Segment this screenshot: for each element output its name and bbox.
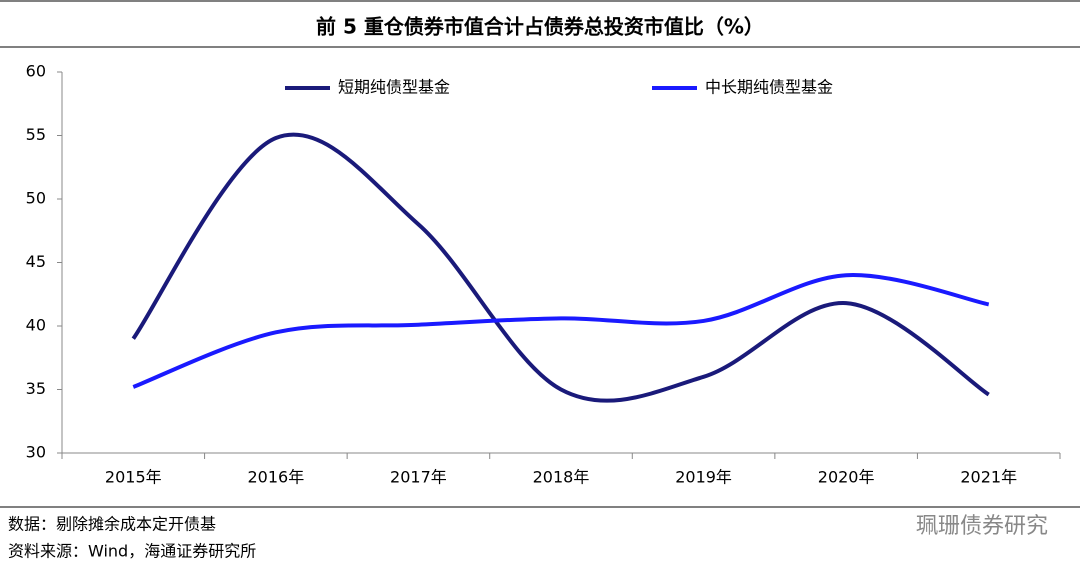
x-tick-label: 2019年 bbox=[675, 468, 732, 487]
y-tick-label: 45 bbox=[26, 252, 46, 271]
x-tick-label: 2020年 bbox=[818, 468, 875, 487]
source: 资料来源：Wind，海通证券研究所 bbox=[8, 542, 256, 561]
x-tick-label: 2017年 bbox=[390, 468, 447, 487]
y-tick-label: 50 bbox=[26, 189, 46, 208]
y-tick-label: 30 bbox=[26, 443, 46, 462]
x-tick-label: 2021年 bbox=[960, 468, 1017, 487]
series-line bbox=[132, 273, 990, 389]
watermark: 珮珊债券研究 bbox=[916, 514, 1048, 539]
chart-title: 前 5 重仓债券市值合计占债券总投资市值比（%） bbox=[316, 15, 764, 39]
y-tick-label: 40 bbox=[26, 316, 46, 335]
legend-label: 中长期纯债型基金 bbox=[705, 78, 833, 97]
note: 数据：剔除摊余成本定开债基 bbox=[8, 515, 216, 534]
y-tick-label: 55 bbox=[26, 125, 46, 144]
x-tick-label: 2016年 bbox=[247, 468, 304, 487]
y-tick-label: 35 bbox=[26, 379, 46, 398]
legend-label: 短期纯债型基金 bbox=[338, 78, 450, 97]
x-tick-label: 2015年 bbox=[105, 468, 162, 487]
x-tick-label: 2018年 bbox=[533, 468, 590, 487]
series-line bbox=[131, 132, 990, 403]
y-tick-label: 60 bbox=[26, 62, 46, 81]
